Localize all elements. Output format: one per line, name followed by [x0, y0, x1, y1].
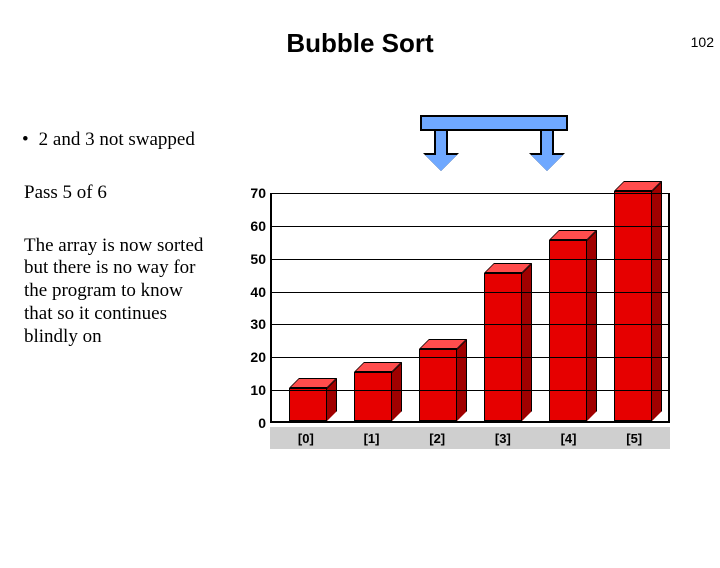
- bullet-dot: •: [22, 129, 29, 152]
- gridline: [272, 324, 668, 325]
- gridline: [272, 226, 668, 227]
- bar: [351, 372, 394, 421]
- comparator-top-bar: [420, 115, 568, 131]
- y-tick-label: 50: [238, 251, 266, 267]
- bar: [286, 388, 329, 421]
- x-axis-labels: [0] [1] [2] [3] [4] [5]: [270, 427, 670, 449]
- pass-label: Pass 5 of 6: [22, 182, 210, 205]
- x-tick-label: [1]: [350, 431, 394, 446]
- slide-title: Bubble Sort: [0, 28, 720, 59]
- y-tick-label: 0: [238, 415, 266, 431]
- bar: [546, 240, 589, 421]
- down-arrow-icon: [531, 155, 563, 171]
- x-tick-label: [2]: [415, 431, 459, 446]
- comparator-arrow-stem: [540, 131, 554, 155]
- bullet-text: 2 and 3 not swapped: [39, 129, 195, 152]
- y-tick-label: 20: [238, 349, 266, 365]
- content-row: • 2 and 3 not swapped Pass 5 of 6 The ar…: [0, 129, 720, 489]
- gridline: [272, 292, 668, 293]
- page-number: 102: [691, 34, 714, 50]
- bar-chart-plot: 010203040506070: [270, 193, 670, 423]
- x-tick-label: [5]: [612, 431, 656, 446]
- down-arrow-icon: [425, 155, 457, 171]
- slide-paragraph: The array is now sorted but there is no …: [22, 235, 210, 349]
- y-tick-label: 70: [238, 185, 266, 201]
- bar: [481, 273, 524, 421]
- x-tick-label: [3]: [481, 431, 525, 446]
- left-text-column: • 2 and 3 not swapped Pass 5 of 6 The ar…: [0, 129, 210, 489]
- x-tick-label: [0]: [284, 431, 328, 446]
- comparator-arrow-stem: [434, 131, 448, 155]
- chart-area: 010203040506070 [0][1][2][3][4][5]: [210, 129, 680, 489]
- bullet-item: • 2 and 3 not swapped: [22, 129, 210, 152]
- y-tick-label: 40: [238, 284, 266, 300]
- gridline: [272, 357, 668, 358]
- gridline: [272, 193, 668, 194]
- y-tick-label: 10: [238, 382, 266, 398]
- bar: [416, 349, 459, 421]
- gridline: [272, 259, 668, 260]
- gridline: [272, 390, 668, 391]
- comparator-arrows: [420, 115, 568, 175]
- bar-group: [272, 193, 668, 421]
- y-tick-label: 30: [238, 316, 266, 332]
- x-tick-label: [4]: [547, 431, 591, 446]
- y-tick-label: 60: [238, 218, 266, 234]
